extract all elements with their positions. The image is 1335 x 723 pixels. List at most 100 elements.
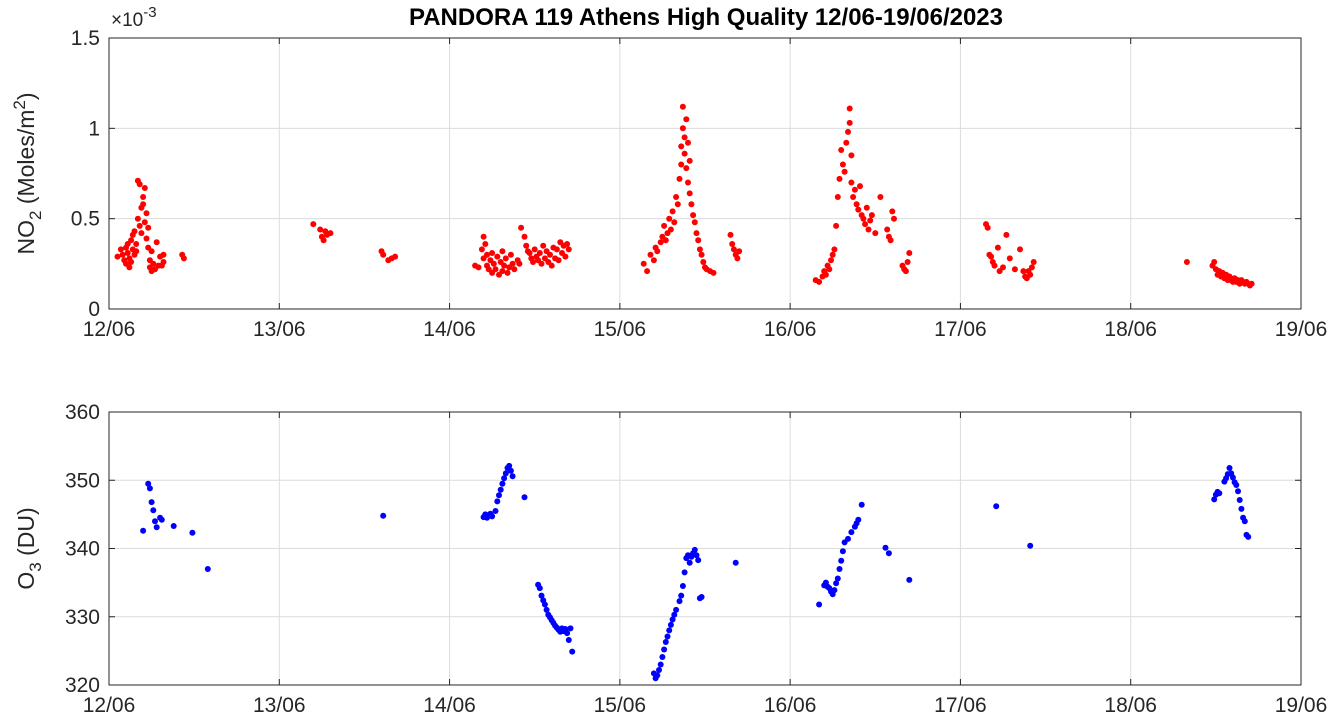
data-point: [511, 266, 518, 273]
x-tick-label: 14/06: [423, 694, 476, 717]
data-point: [114, 253, 121, 260]
data-point: [1235, 488, 1241, 495]
data-point: [836, 175, 843, 182]
data-point: [1011, 266, 1018, 273]
data-point: [851, 186, 858, 193]
data-point: [681, 134, 688, 141]
data-point: [158, 516, 165, 523]
data-point: [836, 566, 843, 572]
data-point: [690, 212, 697, 219]
x-tick-label: 13/06: [253, 318, 306, 341]
data-point: [736, 248, 743, 255]
data-point: [700, 259, 707, 265]
data-point: [1226, 465, 1233, 471]
x-tick-label: 17/06: [934, 318, 987, 341]
data-point: [1183, 259, 1190, 265]
data-point: [685, 139, 691, 146]
data-point: [119, 251, 126, 258]
data-point: [521, 494, 528, 501]
x-tick-label: 17/06: [934, 694, 987, 717]
data-point: [654, 672, 661, 679]
data-point: [133, 241, 140, 247]
data-point: [882, 544, 889, 551]
data-point: [136, 222, 143, 229]
data-point: [204, 566, 211, 572]
data-point: [392, 253, 399, 260]
y-exponent-label: ×10-3: [111, 4, 157, 31]
data-point: [698, 594, 705, 600]
data-point: [686, 157, 693, 164]
data-point: [834, 575, 841, 582]
data-point: [906, 250, 913, 256]
x-tick-label: 15/06: [594, 694, 647, 717]
data-point: [380, 512, 387, 519]
data-point: [833, 222, 840, 229]
data-point: [509, 260, 516, 267]
data-point: [695, 557, 702, 564]
data-point: [889, 208, 896, 215]
data-point: [150, 507, 157, 514]
data-point: [516, 260, 523, 267]
data-point: [565, 637, 572, 643]
data-point: [1211, 496, 1218, 503]
data-point: [691, 219, 698, 226]
data-point: [564, 630, 571, 637]
data-point: [492, 508, 499, 514]
data-point: [1241, 518, 1248, 525]
data-point: [548, 262, 555, 269]
data-point: [1030, 259, 1037, 265]
data-point: [902, 268, 909, 275]
data-point: [831, 246, 838, 253]
x-tick-label: 14/06: [423, 318, 476, 341]
data-point: [865, 226, 872, 233]
data-point: [140, 527, 147, 534]
y-tick-label: 1: [88, 117, 100, 140]
data-point: [496, 492, 502, 499]
data-point: [858, 501, 865, 508]
data-point: [868, 212, 875, 219]
y-tick-label: 0: [88, 298, 100, 321]
data-point: [489, 513, 496, 520]
data-point: [170, 523, 177, 529]
data-point: [494, 253, 501, 260]
data-point: [160, 259, 167, 265]
data-point: [640, 260, 647, 267]
data-point: [526, 250, 533, 256]
data-point: [128, 259, 135, 265]
data-point: [480, 233, 487, 240]
data-point: [523, 242, 530, 249]
data-point: [828, 257, 834, 264]
data-point: [674, 201, 681, 208]
data-point: [499, 268, 506, 275]
data-point: [492, 266, 499, 273]
data-point: [380, 251, 387, 258]
y-tick-label: 340: [65, 538, 100, 561]
data-point: [991, 262, 998, 269]
data-point: [862, 221, 869, 228]
data-point: [475, 264, 482, 271]
data-point: [669, 616, 676, 623]
data-point: [143, 235, 150, 242]
data-point: [567, 625, 574, 632]
data-point: [732, 559, 739, 566]
data-point: [683, 165, 690, 172]
data-point: [547, 251, 553, 258]
data-point: [507, 251, 514, 258]
data-point: [838, 557, 845, 564]
data-point: [647, 251, 654, 258]
data-point: [541, 601, 548, 608]
x-tick-label: 19/06: [1275, 318, 1328, 341]
data-point: [134, 215, 141, 222]
data-point: [543, 606, 550, 613]
data-point: [885, 550, 892, 557]
data-point: [650, 257, 657, 264]
y-tick-label: 0.5: [71, 208, 100, 231]
data-point: [661, 646, 668, 653]
data-point: [659, 654, 666, 660]
data-point: [569, 648, 576, 655]
data-point: [906, 576, 913, 583]
x-tick-label: 19/06: [1275, 694, 1328, 717]
data-point: [536, 585, 543, 592]
chart-title: PANDORA 119 Athens High Quality 12/06-19…: [409, 4, 1003, 31]
data-point: [1236, 497, 1243, 503]
